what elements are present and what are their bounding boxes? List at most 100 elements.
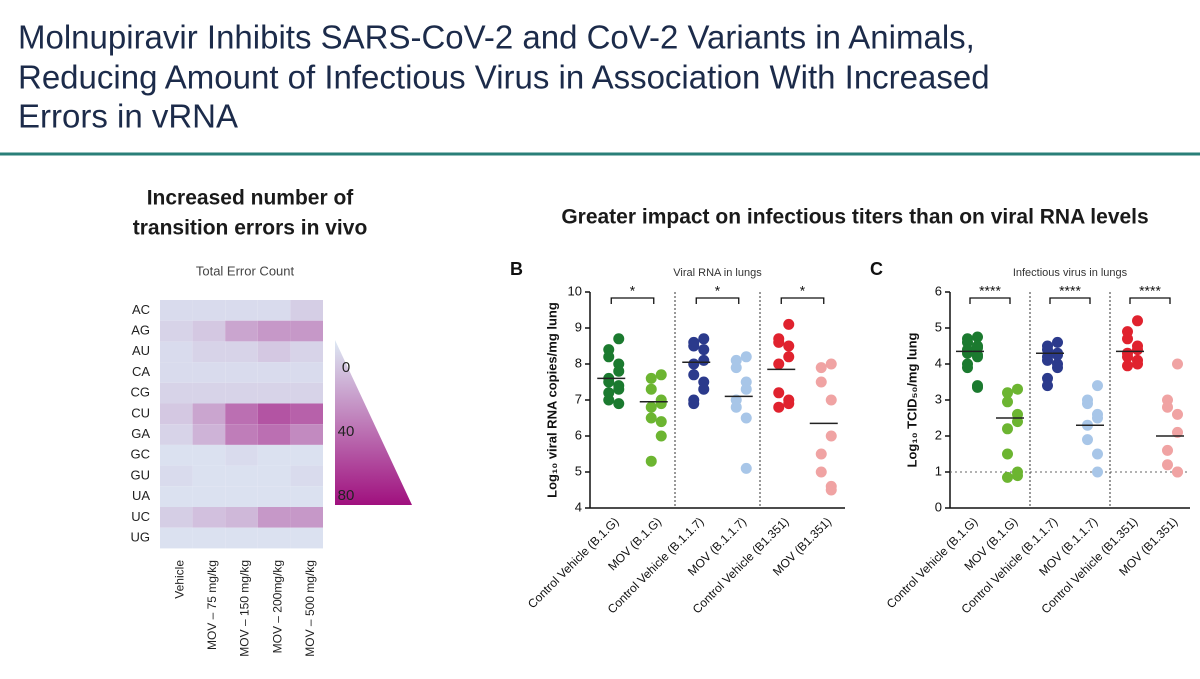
heatmap-cell	[290, 507, 323, 528]
data-point	[1052, 349, 1063, 361]
y-axis-label: Log₁₀ viral RNA copies/mg lung	[544, 302, 559, 498]
slide-title: Molnupiravir Inhibits SARS-CoV-2 and CoV…	[18, 19, 975, 56]
row-label: CA	[132, 364, 150, 379]
heatmap-cell	[225, 300, 258, 321]
data-point	[972, 381, 983, 393]
column-label: MOV – 500 mg/kg	[303, 560, 317, 657]
data-point	[655, 398, 667, 410]
data-point	[962, 362, 973, 374]
heatmap-cell	[257, 424, 291, 445]
plot-title: Viral RNA in lungs	[673, 267, 762, 279]
heatmap-cell	[257, 362, 291, 383]
data-point	[1132, 315, 1143, 327]
data-point	[1092, 466, 1103, 478]
heatmap-cell	[225, 320, 258, 342]
data-point	[1122, 333, 1133, 345]
row-label: UA	[132, 488, 150, 503]
data-point	[815, 448, 827, 460]
y-tick-label: 5	[935, 319, 942, 334]
significance-bracket	[695, 297, 740, 304]
heatmap-cell	[257, 486, 291, 507]
data-point	[613, 398, 625, 410]
significance-label: ****	[979, 283, 1001, 299]
heatmap-cell	[257, 507, 291, 528]
data-point	[740, 462, 752, 474]
data-point	[1042, 380, 1053, 392]
data-point	[815, 376, 827, 388]
significance-label: ****	[1059, 283, 1081, 299]
slide-title: Reducing Amount of Infectious Virus in A…	[18, 59, 990, 96]
row-label: AC	[132, 302, 150, 317]
heatmap-cell	[225, 444, 258, 466]
data-point	[613, 383, 625, 395]
y-tick-label: 4	[575, 499, 582, 514]
heatmap-cell	[192, 465, 226, 487]
heatmap-cell	[192, 507, 226, 528]
data-point	[1012, 383, 1023, 395]
column-label: MOV – 200mg/kg	[270, 560, 284, 653]
data-point	[1172, 466, 1183, 478]
y-tick-label: 2	[935, 427, 942, 442]
data-point	[1172, 426, 1183, 438]
data-point	[773, 336, 785, 348]
data-point	[655, 430, 667, 442]
panel-letter: B	[510, 259, 523, 279]
y-tick-label: 6	[935, 283, 942, 298]
data-point	[1162, 444, 1173, 456]
data-point	[1092, 448, 1103, 460]
data-point	[1002, 471, 1013, 483]
colorbar	[335, 340, 412, 505]
heatmap-cell	[290, 320, 323, 342]
data-point	[1042, 354, 1053, 366]
data-point	[688, 358, 700, 370]
heatmap-cell	[257, 341, 291, 363]
heatmap-cell	[192, 300, 226, 321]
data-point	[698, 333, 710, 345]
data-point	[815, 362, 827, 374]
y-tick-label: 3	[935, 391, 942, 406]
data-point	[730, 401, 742, 413]
row-label: AG	[131, 322, 150, 337]
data-point	[773, 387, 785, 399]
data-point	[1002, 423, 1013, 435]
data-point	[1162, 459, 1173, 471]
data-point	[783, 318, 795, 330]
y-axis-label: Log₁₀ TCID₅₀/mg lung	[904, 332, 919, 467]
data-point	[773, 401, 785, 413]
heatmap-cell	[160, 527, 193, 549]
heatmap-heading: Increased number of	[147, 187, 355, 210]
data-point	[698, 354, 710, 366]
data-point	[1092, 412, 1103, 424]
data-point	[645, 455, 657, 467]
data-point	[1162, 401, 1173, 413]
heatmap-cell	[160, 486, 193, 507]
data-point	[645, 412, 657, 424]
data-point	[773, 358, 785, 370]
heatmap-cell	[225, 341, 258, 363]
data-point	[1122, 360, 1133, 372]
row-label: UC	[131, 509, 150, 524]
data-point	[688, 340, 700, 352]
data-point	[1082, 434, 1093, 446]
data-point	[972, 331, 983, 343]
heatmap-cell	[257, 465, 291, 487]
significance-bracket	[969, 297, 1011, 304]
heatmap-cell	[160, 300, 193, 321]
data-point	[645, 401, 657, 413]
column-label: Vehicle	[172, 560, 186, 599]
heatmap-cell	[290, 403, 323, 425]
data-point	[1172, 408, 1183, 420]
y-tick-label: 9	[575, 319, 582, 334]
heatmap-cell	[160, 507, 193, 528]
heatmap-cell	[192, 527, 226, 549]
data-point	[613, 365, 625, 377]
data-point	[655, 369, 667, 381]
data-point	[1082, 398, 1093, 410]
y-tick-label: 5	[575, 463, 582, 478]
data-point	[962, 347, 973, 359]
data-point	[1052, 336, 1063, 348]
data-point	[655, 416, 667, 428]
heatmap-cell	[225, 424, 258, 445]
data-point	[1132, 358, 1143, 370]
heatmap-cell	[257, 444, 291, 466]
